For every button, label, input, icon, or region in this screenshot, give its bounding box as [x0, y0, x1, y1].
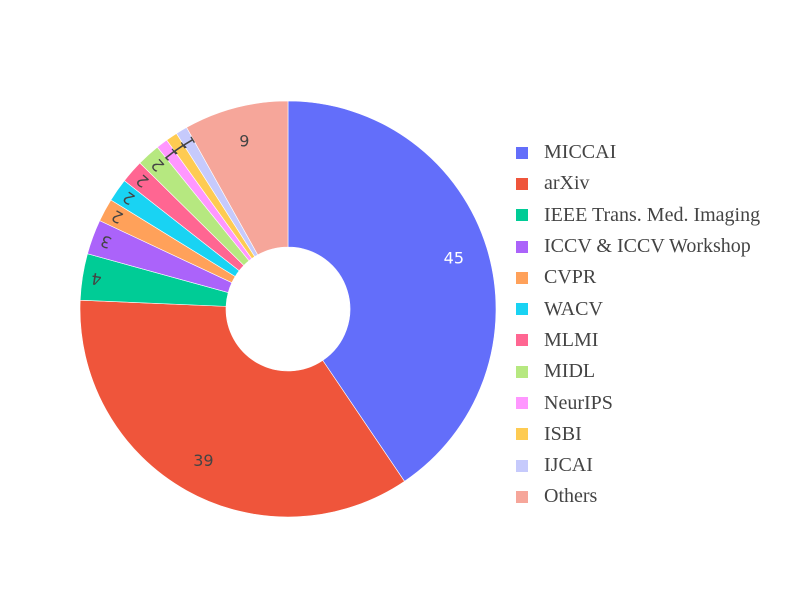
legend-label: WACV	[544, 297, 603, 320]
legend-item[interactable]: IEEE Trans. Med. Imaging	[516, 200, 760, 231]
slice-arxiv[interactable]	[79, 299, 405, 518]
legend-label: MIDL	[544, 360, 596, 383]
legend-item[interactable]: MLMI	[516, 325, 760, 356]
legend-swatch	[516, 240, 528, 253]
legend-label: IEEE Trans. Med. Imaging	[544, 203, 761, 226]
legend-swatch	[516, 428, 528, 441]
legend-label: MICCAI	[544, 141, 617, 164]
legend-item[interactable]: MICCAI	[516, 137, 760, 168]
legend-item[interactable]: Others	[516, 481, 760, 512]
legend-item[interactable]: WACV	[516, 293, 760, 324]
legend-label: Others	[544, 485, 598, 508]
slice-others[interactable]	[186, 100, 289, 256]
legend-swatch	[516, 459, 528, 472]
legend-swatch	[516, 146, 528, 159]
legend-item[interactable]: ISBI	[516, 419, 760, 450]
legend-swatch	[516, 303, 528, 316]
legend-label: IJCAI	[544, 454, 593, 477]
slice-value-label: 9	[239, 132, 249, 151]
legend-label: NeurIPS	[544, 391, 613, 414]
slice-value-label: 39	[193, 451, 213, 470]
legend-item[interactable]: arXiv	[516, 168, 760, 199]
legend-label: MLMI	[544, 328, 599, 351]
slice-value-label: 4	[90, 269, 103, 289]
legend-swatch	[516, 177, 528, 190]
legend-swatch	[516, 397, 528, 410]
legend-item[interactable]: ICCV & ICCV Workshop	[516, 231, 760, 262]
legend-label: ICCV & ICCV Workshop	[544, 235, 751, 258]
legend-label: CVPR	[544, 266, 597, 289]
legend-swatch	[516, 271, 528, 284]
legend-swatch	[516, 334, 528, 347]
slices-group	[79, 100, 497, 518]
legend-label: arXiv	[544, 172, 590, 195]
legend-swatch	[516, 365, 528, 378]
legend-item[interactable]: IJCAI	[516, 450, 760, 481]
slice-value-label: 45	[444, 249, 464, 268]
legend-item[interactable]: NeurIPS	[516, 387, 760, 418]
slice-miccai[interactable]	[287, 100, 497, 482]
chart-legend: MICCAI arXiv IEEE Trans. Med. Imaging ICCV …	[516, 137, 760, 513]
legend-label: ISBI	[544, 422, 582, 445]
legend-item[interactable]: MIDL	[516, 356, 760, 387]
legend-item[interactable]: CVPR	[516, 262, 760, 293]
legend-swatch	[516, 490, 528, 503]
legend-swatch	[516, 209, 528, 222]
